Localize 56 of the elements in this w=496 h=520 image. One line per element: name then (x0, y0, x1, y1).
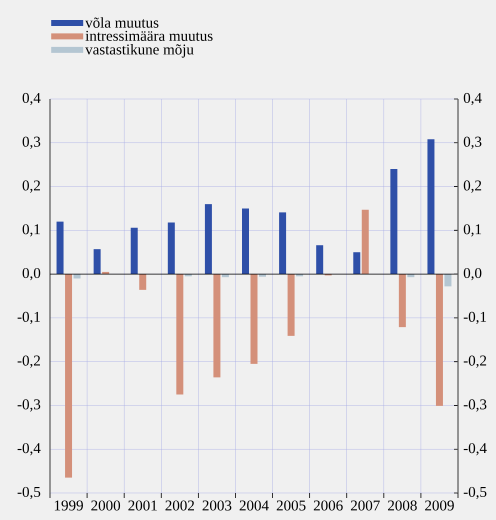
x-tick-label: 2003 (202, 500, 232, 511)
y2-tick-label: 0,3 (464, 136, 482, 149)
y-tick-label: 0,4 (22, 92, 41, 106)
bar (56, 222, 64, 274)
legend-label: vastastikune mõju (85, 44, 194, 58)
y2-tick-label: 0,0 (464, 268, 482, 280)
y-tick-label: -0,5 (18, 486, 40, 500)
legend-label: intressimäära muutus (85, 30, 213, 41)
y2-tick-label: 0,4 (464, 92, 482, 106)
x-tick-label: 2007 (350, 500, 380, 511)
bar (444, 274, 452, 286)
bar (94, 249, 101, 274)
bar (279, 212, 286, 274)
x-tick-label: 2002 (165, 500, 194, 511)
x-tick-label: 2009 (425, 500, 454, 511)
x-tick-label: 2008 (388, 500, 417, 511)
bar (353, 252, 360, 274)
bar (204, 204, 212, 274)
bar (65, 274, 72, 478)
bar (130, 228, 138, 274)
bar (427, 139, 434, 274)
bar (390, 169, 398, 274)
y2-tick-label: -0,3 (464, 399, 486, 412)
bar (168, 222, 175, 274)
y2-tick-label: -0,1 (464, 312, 486, 324)
y-tick-label: -0,3 (18, 399, 40, 412)
y2-tick-label: -0,5 (464, 486, 486, 500)
x-tick-label: 2004 (240, 500, 269, 511)
y-tick-label: 0,1 (22, 224, 40, 236)
bar (250, 274, 258, 364)
bar (436, 274, 443, 406)
y2-tick-label: 0,1 (464, 224, 482, 236)
bar (139, 274, 146, 290)
x-tick-label: 1999 (54, 500, 83, 511)
x-tick-label: 2006 (314, 500, 343, 511)
bar (242, 208, 249, 274)
x-tick-label: 2000 (91, 500, 120, 511)
bar (316, 245, 324, 274)
x-tick-label: 2005 (276, 500, 306, 511)
y-tick-label: 0,0 (22, 268, 40, 280)
bar (288, 274, 295, 336)
y-tick-label: -0,1 (18, 312, 40, 324)
y-tick-label: 0,2 (22, 180, 40, 193)
y2-tick-label: -0,2 (464, 356, 486, 368)
bar (176, 274, 184, 394)
bar (213, 274, 220, 378)
x-tick-label: 2001 (128, 500, 157, 511)
y2-tick-label: 0,2 (464, 180, 482, 193)
y-tick-label: 0,3 (22, 136, 40, 149)
bar (398, 274, 406, 328)
bar (74, 274, 81, 278)
y2-tick-label: -0,4 (464, 443, 487, 456)
y-tick-label: -0,2 (18, 356, 40, 368)
bar (362, 210, 369, 274)
legend-label: võla muutus (85, 17, 158, 28)
y-tick-label: -0,4 (18, 443, 41, 456)
